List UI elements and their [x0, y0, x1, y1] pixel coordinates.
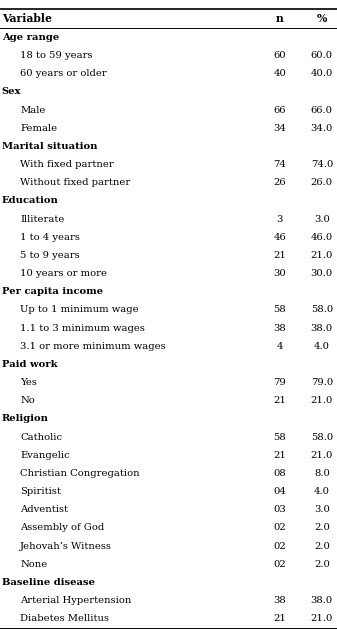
Text: With fixed partner: With fixed partner — [20, 160, 114, 169]
Text: Illiterate: Illiterate — [20, 215, 65, 223]
Text: 46.0: 46.0 — [311, 233, 333, 242]
Text: 02: 02 — [273, 524, 286, 533]
Text: 26: 26 — [273, 179, 286, 187]
Text: 40.0: 40.0 — [311, 69, 333, 78]
Text: 18 to 59 years: 18 to 59 years — [20, 51, 93, 60]
Text: 34: 34 — [273, 124, 286, 133]
Text: 34.0: 34.0 — [311, 124, 333, 133]
Text: Christian Congregation: Christian Congregation — [20, 469, 140, 478]
Text: 5 to 9 years: 5 to 9 years — [20, 251, 80, 260]
Text: 74.0: 74.0 — [311, 160, 333, 169]
Text: Jehovah’s Witness: Jehovah’s Witness — [20, 541, 112, 551]
Text: Baseline disease: Baseline disease — [2, 578, 95, 587]
Text: Age range: Age range — [2, 33, 59, 42]
Text: 58: 58 — [273, 305, 286, 314]
Text: 79: 79 — [273, 378, 286, 387]
Text: Diabetes Mellitus: Diabetes Mellitus — [20, 614, 109, 623]
Text: Per capita income: Per capita income — [2, 287, 103, 297]
Text: 46: 46 — [273, 233, 286, 242]
Text: 38.0: 38.0 — [311, 324, 333, 333]
Text: Assembly of God: Assembly of God — [20, 524, 104, 533]
Text: 2.0: 2.0 — [314, 524, 330, 533]
Text: Education: Education — [2, 196, 59, 206]
Text: Catholic: Catholic — [20, 433, 62, 442]
Text: 21: 21 — [273, 396, 286, 405]
Text: 21.0: 21.0 — [311, 451, 333, 460]
Text: 74: 74 — [273, 160, 286, 169]
Text: Up to 1 minimum wage: Up to 1 minimum wage — [20, 305, 139, 314]
Text: 38: 38 — [273, 324, 286, 333]
Text: 60 years or older: 60 years or older — [20, 69, 107, 78]
Text: 21.0: 21.0 — [311, 614, 333, 623]
Text: Sex: Sex — [2, 88, 21, 97]
Text: 21: 21 — [273, 251, 286, 260]
Text: 26.0: 26.0 — [311, 179, 333, 187]
Text: 58.0: 58.0 — [311, 433, 333, 442]
Text: 38: 38 — [273, 596, 286, 605]
Text: 58.0: 58.0 — [311, 305, 333, 314]
Text: 21: 21 — [273, 451, 286, 460]
Text: 4: 4 — [276, 342, 283, 351]
Text: 1 to 4 years: 1 to 4 years — [20, 233, 80, 242]
Text: No: No — [20, 396, 35, 405]
Text: Male: Male — [20, 105, 45, 115]
Text: 66: 66 — [273, 105, 286, 115]
Text: 04: 04 — [273, 487, 286, 496]
Text: 3.0: 3.0 — [314, 505, 330, 514]
Text: 60: 60 — [273, 51, 286, 60]
Text: 38.0: 38.0 — [311, 596, 333, 605]
Text: Evangelic: Evangelic — [20, 451, 70, 460]
Text: Marital situation: Marital situation — [2, 142, 97, 151]
Text: 21.0: 21.0 — [311, 251, 333, 260]
Text: Spiritist: Spiritist — [20, 487, 61, 496]
Text: 4.0: 4.0 — [314, 342, 330, 351]
Text: Religion: Religion — [2, 415, 49, 423]
Text: 2.0: 2.0 — [314, 560, 330, 569]
Text: 79.0: 79.0 — [311, 378, 333, 387]
Text: 66.0: 66.0 — [311, 105, 333, 115]
Text: %: % — [317, 13, 327, 25]
Text: 60.0: 60.0 — [311, 51, 333, 60]
Text: n: n — [276, 13, 283, 25]
Text: 21: 21 — [273, 614, 286, 623]
Text: 4.0: 4.0 — [314, 487, 330, 496]
Text: 10 years or more: 10 years or more — [20, 269, 107, 278]
Text: 3.0: 3.0 — [314, 215, 330, 223]
Text: 58: 58 — [273, 433, 286, 442]
Text: 1.1 to 3 minimum wages: 1.1 to 3 minimum wages — [20, 324, 145, 333]
Text: 08: 08 — [273, 469, 286, 478]
Text: 02: 02 — [273, 560, 286, 569]
Text: Without fixed partner: Without fixed partner — [20, 179, 130, 187]
Text: Paid work: Paid work — [2, 360, 57, 369]
Text: Variable: Variable — [2, 13, 52, 25]
Text: Adventist: Adventist — [20, 505, 68, 514]
Text: 8.0: 8.0 — [314, 469, 330, 478]
Text: 2.0: 2.0 — [314, 541, 330, 551]
Text: Yes: Yes — [20, 378, 37, 387]
Text: 02: 02 — [273, 541, 286, 551]
Text: Arterial Hypertension: Arterial Hypertension — [20, 596, 131, 605]
Text: 30.0: 30.0 — [311, 269, 333, 278]
Text: 3.1 or more minimum wages: 3.1 or more minimum wages — [20, 342, 166, 351]
Text: None: None — [20, 560, 48, 569]
Text: Female: Female — [20, 124, 57, 133]
Text: 21.0: 21.0 — [311, 396, 333, 405]
Text: 03: 03 — [273, 505, 286, 514]
Text: 30: 30 — [273, 269, 286, 278]
Text: 40: 40 — [273, 69, 286, 78]
Text: 3: 3 — [277, 215, 283, 223]
